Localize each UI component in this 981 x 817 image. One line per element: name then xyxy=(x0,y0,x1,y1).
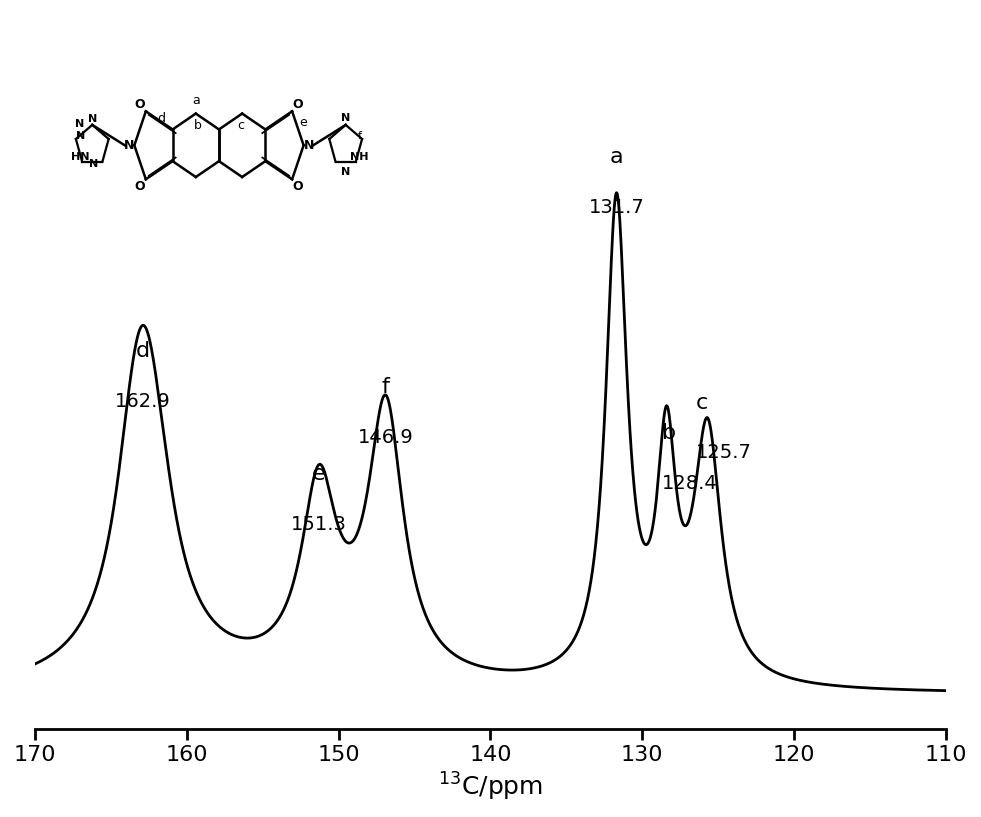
Text: 131.7: 131.7 xyxy=(589,198,645,217)
Text: 125.7: 125.7 xyxy=(696,443,751,462)
Text: 146.9: 146.9 xyxy=(358,428,414,447)
Text: 151.3: 151.3 xyxy=(291,515,347,534)
Text: c: c xyxy=(696,392,707,413)
Text: f: f xyxy=(382,377,389,397)
X-axis label: $^{13}$C/ppm: $^{13}$C/ppm xyxy=(438,771,543,803)
Text: a: a xyxy=(609,147,623,167)
Text: e: e xyxy=(312,464,326,484)
Text: b: b xyxy=(662,423,676,443)
Text: d: d xyxy=(135,342,150,361)
Text: 128.4: 128.4 xyxy=(662,474,718,493)
Text: 162.9: 162.9 xyxy=(115,392,171,411)
